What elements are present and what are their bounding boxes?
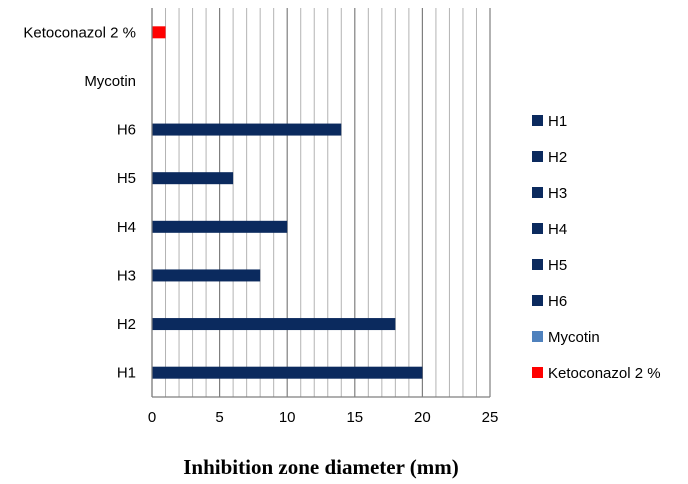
category-labels: H1 H2 H3 H4 H5 H6 Mycotin Ketoconazol 2 %	[23, 24, 136, 381]
bar-h5	[152, 172, 234, 185]
legend-label-h3: H3	[548, 185, 567, 202]
axes	[151, 8, 490, 398]
legend-label-h4: H4	[548, 221, 567, 238]
x-tick-label: 5	[215, 409, 223, 426]
legend-swatch-ketoconazol-2	[532, 367, 543, 378]
x-tick-label: 25	[482, 409, 499, 426]
category-label-h1: H1	[117, 365, 136, 382]
legend-swatch-h6	[532, 295, 543, 306]
legend-label-mycotin: Mycotin	[548, 329, 600, 346]
x-tick-labels: 0 5 10 15 20 25	[148, 409, 499, 426]
legend-swatch-mycotin	[532, 331, 543, 342]
category-label-h3: H3	[117, 267, 136, 284]
category-label-mycotin: Mycotin	[84, 73, 136, 90]
bar-h4	[152, 220, 288, 233]
bar-h3	[152, 269, 261, 282]
x-tick-label: 15	[346, 409, 363, 426]
x-tick-label: 20	[414, 409, 431, 426]
bar-h2	[152, 318, 396, 331]
legend-swatch-h2	[532, 151, 543, 162]
legend-swatch-h3	[532, 187, 543, 198]
x-tick-label: 0	[148, 409, 156, 426]
legend: H1 H2 H3 H4 H5 H6 Mycotin Ketoconazol 2 %	[532, 113, 661, 382]
legend-label-h5: H5	[548, 257, 567, 274]
legend-swatch-h4	[532, 223, 543, 234]
x-axis-title: Inhibition zone diameter (mm)	[183, 455, 459, 479]
legend-swatch-h1	[532, 115, 543, 126]
category-label-h2: H2	[117, 316, 136, 333]
legend-label-h6: H6	[548, 293, 567, 310]
category-label-h4: H4	[117, 219, 136, 236]
legend-swatch-h5	[532, 259, 543, 270]
category-label-h6: H6	[117, 122, 136, 139]
legend-label-ketoconazol-2: Ketoconazol 2 %	[548, 365, 661, 382]
legend-label-h2: H2	[548, 149, 567, 166]
category-label-h5: H5	[117, 170, 136, 187]
x-tick-label: 10	[279, 409, 296, 426]
grid-lines	[151, 8, 491, 397]
legend-label-h1: H1	[548, 113, 567, 130]
bar-h1	[152, 366, 423, 379]
bars	[152, 26, 423, 379]
bar-ketoconazol-2	[152, 26, 166, 39]
bar-h6	[152, 123, 342, 136]
category-label-ketoconazol-2: Ketoconazol 2 %	[23, 24, 136, 41]
